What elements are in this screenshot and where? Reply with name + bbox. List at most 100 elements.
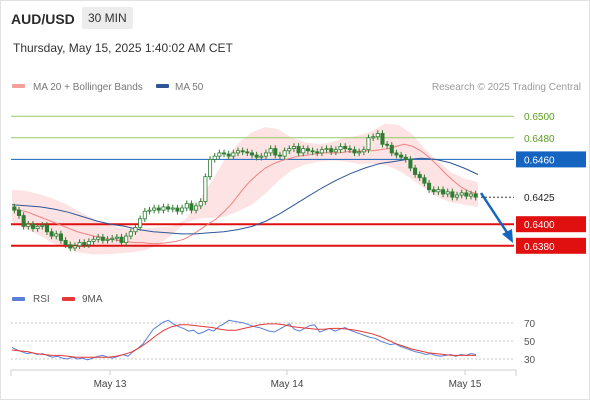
candle — [231, 152, 236, 157]
candle — [417, 174, 422, 179]
candle — [166, 206, 171, 210]
candle — [63, 239, 68, 246]
candle — [441, 189, 446, 195]
candle — [16, 209, 22, 216]
candle — [35, 225, 40, 229]
candle — [91, 238, 96, 242]
candle — [357, 151, 362, 154]
candle — [305, 148, 310, 152]
candle — [287, 148, 292, 152]
candle — [189, 203, 194, 211]
rsi-ma-legend-swatch — [62, 297, 75, 301]
candle — [403, 156, 408, 160]
ma50-line — [11, 157, 479, 235]
resistance-label: 0.6480 — [524, 134, 555, 145]
candle — [324, 148, 329, 151]
candle — [40, 224, 45, 227]
candle — [77, 242, 82, 247]
credit-text: Research © 2025 Trading Central — [432, 82, 581, 93]
timeframe-badge[interactable]: 30 MIN — [82, 7, 133, 29]
candle — [319, 149, 324, 154]
candle — [114, 236, 119, 239]
candle — [226, 153, 231, 157]
candle — [12, 206, 17, 211]
candle — [361, 149, 366, 153]
candle — [110, 237, 115, 240]
candle — [128, 231, 133, 237]
ma20-legend-label: MA 20 + Bollinger Bands — [33, 82, 143, 93]
candle — [399, 154, 404, 158]
candle — [464, 192, 469, 197]
candle — [240, 150, 245, 153]
candle — [413, 167, 418, 175]
candle — [212, 155, 217, 160]
candle — [366, 137, 371, 151]
bollinger-band-area — [12, 123, 478, 255]
candle — [175, 207, 180, 212]
candle — [68, 244, 73, 249]
candle — [208, 158, 213, 178]
candle — [221, 152, 227, 155]
candle — [422, 177, 427, 184]
support-label: 0.6400 — [524, 220, 555, 231]
candle — [408, 158, 413, 169]
candle — [96, 236, 101, 240]
candle — [473, 193, 478, 198]
candle — [315, 151, 320, 154]
candle — [26, 223, 31, 227]
candle — [184, 203, 189, 209]
candle — [124, 235, 129, 243]
candle — [54, 233, 59, 237]
candle — [105, 238, 110, 241]
support-label-box — [516, 216, 586, 233]
candle — [394, 152, 399, 156]
candle — [254, 154, 259, 158]
ma50-legend-label: MA 50 — [175, 82, 204, 93]
last-price-label: 0.6425 — [524, 193, 555, 204]
ma20-legend-swatch — [12, 84, 25, 88]
candle — [263, 152, 269, 157]
rsi-ma-line — [11, 323, 476, 358]
support-label-box — [516, 237, 586, 254]
candle — [333, 149, 338, 153]
rsi-tick-label: 70 — [524, 319, 536, 330]
candle — [371, 136, 376, 139]
candle — [152, 207, 157, 211]
rsi-legend-label: RSI — [33, 294, 50, 305]
candle — [310, 150, 315, 153]
candle — [380, 133, 385, 145]
candle — [58, 233, 63, 241]
candle — [343, 146, 348, 150]
candle — [82, 242, 87, 246]
rsi-ma-legend-label: 9MA — [82, 294, 103, 305]
candle — [180, 207, 185, 212]
candle — [282, 150, 287, 157]
candle — [277, 154, 282, 157]
candle — [119, 236, 124, 243]
candle — [147, 209, 152, 212]
resistance-label: 0.6500 — [524, 112, 555, 123]
candle — [198, 201, 203, 207]
candle — [329, 148, 334, 153]
candle — [385, 143, 390, 146]
ma20-line — [11, 143, 479, 245]
candle — [389, 144, 394, 154]
candle — [138, 218, 143, 228]
candle — [296, 146, 301, 154]
chart-datetime: Thursday, May 15, 2025 1:40:02 AM CET — [13, 41, 233, 55]
candle — [259, 155, 264, 158]
candle — [133, 227, 138, 233]
candle — [170, 207, 175, 210]
candle — [445, 191, 450, 195]
candle — [203, 176, 208, 202]
candle — [156, 207, 161, 211]
chart-header: AUD/USD 30 MIN — [0, 0, 590, 36]
candle — [459, 192, 464, 196]
candle — [161, 206, 166, 211]
rsi-tick-label: 30 — [524, 355, 536, 366]
x-tick-label: May 15 — [449, 379, 482, 390]
candle — [30, 223, 36, 229]
candle — [468, 193, 474, 197]
candle — [273, 148, 278, 156]
